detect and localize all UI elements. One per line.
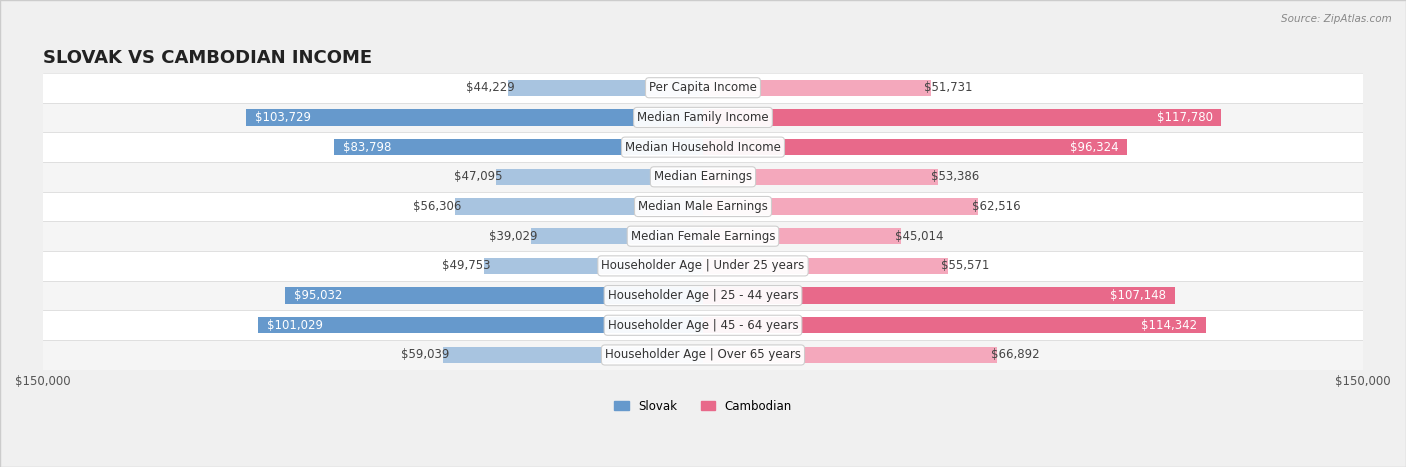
Bar [496,169,703,185]
Bar [703,198,979,215]
Bar [42,103,1364,132]
Text: Householder Age | 45 - 64 years: Householder Age | 45 - 64 years [607,319,799,332]
Text: $49,753: $49,753 [441,259,491,272]
Text: $95,032: $95,032 [294,289,342,302]
Bar [703,169,938,185]
Text: Median Household Income: Median Household Income [626,141,780,154]
Text: $83,798: $83,798 [343,141,391,154]
Bar [42,73,1364,103]
Text: Householder Age | Under 25 years: Householder Age | Under 25 years [602,259,804,272]
Bar [484,258,703,274]
Bar [259,317,703,333]
Bar [285,287,703,304]
Bar [42,311,1364,340]
Text: $44,229: $44,229 [467,81,515,94]
Text: Householder Age | 25 - 44 years: Householder Age | 25 - 44 years [607,289,799,302]
Text: $107,148: $107,148 [1109,289,1166,302]
Bar [443,347,703,363]
Bar [42,340,1364,370]
Text: $103,729: $103,729 [256,111,311,124]
Bar [703,228,901,244]
Bar [42,251,1364,281]
Text: Per Capita Income: Per Capita Income [650,81,756,94]
Bar [42,191,1364,221]
Text: $55,571: $55,571 [941,259,990,272]
Bar [531,228,703,244]
Bar [42,221,1364,251]
Text: $53,386: $53,386 [931,170,980,184]
Text: $117,780: $117,780 [1157,111,1212,124]
Bar [703,317,1206,333]
Bar [246,109,703,126]
Text: $66,892: $66,892 [991,348,1039,361]
Bar [703,258,948,274]
Bar [42,132,1364,162]
Bar [703,79,931,96]
Bar [42,281,1364,311]
Bar [456,198,703,215]
Bar [703,109,1222,126]
Text: $47,095: $47,095 [454,170,502,184]
Text: $114,342: $114,342 [1142,319,1198,332]
Legend: Slovak, Cambodian: Slovak, Cambodian [610,395,796,417]
Bar [42,162,1364,191]
Text: $96,324: $96,324 [1070,141,1118,154]
Text: $51,731: $51,731 [924,81,973,94]
Bar [703,139,1128,156]
Text: Median Male Earnings: Median Male Earnings [638,200,768,213]
Bar [335,139,703,156]
Text: Source: ZipAtlas.com: Source: ZipAtlas.com [1281,14,1392,24]
Text: $45,014: $45,014 [894,230,943,243]
Text: Median Family Income: Median Family Income [637,111,769,124]
Text: Median Earnings: Median Earnings [654,170,752,184]
Bar [509,79,703,96]
Bar [703,287,1174,304]
Text: $56,306: $56,306 [413,200,461,213]
Text: $39,029: $39,029 [489,230,538,243]
Text: $62,516: $62,516 [972,200,1021,213]
Text: SLOVAK VS CAMBODIAN INCOME: SLOVAK VS CAMBODIAN INCOME [42,49,373,67]
Text: $101,029: $101,029 [267,319,323,332]
Text: $59,039: $59,039 [401,348,450,361]
Text: Median Female Earnings: Median Female Earnings [631,230,775,243]
Bar [703,347,997,363]
Text: Householder Age | Over 65 years: Householder Age | Over 65 years [605,348,801,361]
